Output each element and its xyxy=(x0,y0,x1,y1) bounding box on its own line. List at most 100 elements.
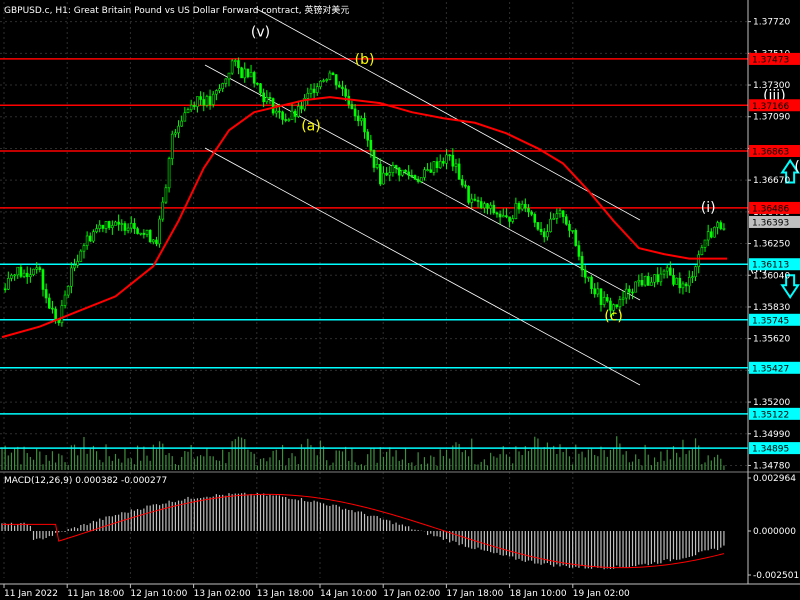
candle-body xyxy=(624,288,628,299)
candle-body xyxy=(63,294,67,306)
candle-body xyxy=(517,203,521,210)
candle-body xyxy=(473,198,477,201)
candle-body xyxy=(174,132,177,135)
support-price-tag-1: 1.35745 xyxy=(752,316,789,326)
candle-body xyxy=(722,228,726,230)
candle-body xyxy=(271,98,275,114)
resistance-price-tag-3: 1.36486 xyxy=(752,204,789,214)
candle-body xyxy=(423,169,426,178)
candle-body xyxy=(640,280,644,286)
candle-body xyxy=(193,104,196,107)
resistance-price-tag-1-bg xyxy=(749,99,800,112)
candle-body xyxy=(669,267,672,276)
channel-line-2[interactable] xyxy=(204,147,641,386)
candle-body xyxy=(653,274,656,283)
candle-body xyxy=(7,278,10,290)
y-tick-label: 1.36040 xyxy=(753,271,790,281)
candle-body xyxy=(328,72,332,80)
macd-axis-label: 0.002964 xyxy=(753,474,796,484)
candle-body xyxy=(155,239,158,245)
candle-body xyxy=(325,79,329,81)
candle-body xyxy=(678,277,682,289)
y-tick-label: 1.35200 xyxy=(753,398,790,408)
candle-body xyxy=(524,203,527,209)
resistance-price-tag-0-bg xyxy=(749,52,800,65)
candle-body xyxy=(394,165,398,169)
candle-body xyxy=(107,221,111,228)
candle-body xyxy=(429,169,433,173)
candle-body xyxy=(388,172,392,176)
candle-body xyxy=(628,288,631,293)
candle-body xyxy=(180,120,183,127)
candle-body xyxy=(413,175,417,180)
channel-line-0[interactable] xyxy=(254,7,641,221)
candle-body xyxy=(161,201,165,220)
y-tick-label: 1.37300 xyxy=(753,81,790,91)
macd-label: MACD(12,26,9) 0.000382 -0.000277 xyxy=(4,476,168,486)
horizontal-levels[interactable] xyxy=(0,58,748,449)
candle-body xyxy=(284,119,288,121)
x-tick-label: 18 Jan 10:00 xyxy=(510,589,567,599)
y-tick-label: 1.34990 xyxy=(753,430,790,440)
candle-body xyxy=(479,201,483,209)
candle-body xyxy=(719,222,723,229)
candle-body xyxy=(451,154,455,167)
candle-body xyxy=(256,82,259,85)
candle-body xyxy=(98,224,102,229)
candle-body xyxy=(13,274,16,277)
candle-body xyxy=(565,216,568,225)
candle-body xyxy=(530,211,533,215)
candle-body xyxy=(659,273,663,283)
support-price-tag-3-bg xyxy=(749,407,800,420)
candle-body xyxy=(129,223,133,229)
candle-body xyxy=(457,163,461,180)
candle-body xyxy=(612,304,615,311)
candle-body xyxy=(350,104,354,110)
trend-channel[interactable] xyxy=(204,7,641,386)
candle-body xyxy=(230,60,234,74)
channel-line-1[interactable] xyxy=(204,64,641,301)
candle-body xyxy=(189,104,193,110)
candle-body xyxy=(435,161,439,168)
y-tick-label: 1.37720 xyxy=(753,18,790,28)
candle-body xyxy=(199,96,202,100)
candle-body xyxy=(51,307,54,310)
candle-body xyxy=(152,239,155,243)
candle-body xyxy=(120,223,124,225)
candle-body xyxy=(470,198,474,203)
y-tick-label: 1.37090 xyxy=(753,113,790,123)
candle-body xyxy=(186,109,190,114)
candle-body xyxy=(38,267,42,270)
x-tick-label: 14 Jan 10:00 xyxy=(320,589,377,599)
candle-body xyxy=(555,213,559,219)
candle-body xyxy=(202,99,206,106)
candle-body xyxy=(268,96,272,99)
candle-body xyxy=(322,80,325,82)
support-price-tag-0: 1.36113 xyxy=(752,261,789,271)
candle-body xyxy=(114,221,117,226)
candle-body xyxy=(290,110,294,120)
candle-body xyxy=(489,204,492,209)
candle-body xyxy=(416,178,420,182)
candle-body xyxy=(281,111,284,120)
candle-body xyxy=(536,222,540,230)
candle-body xyxy=(691,276,694,278)
candle-body xyxy=(580,256,584,271)
candle-body xyxy=(274,110,278,114)
x-tick-label: 17 Jan 18:00 xyxy=(446,589,503,599)
support-price-tag-1-bg xyxy=(749,313,800,326)
down-arrow-icon xyxy=(780,274,800,300)
wave-label-1: (b) xyxy=(355,52,375,68)
candle-body xyxy=(646,276,650,286)
candle-body xyxy=(593,288,596,295)
candle-body xyxy=(511,218,515,222)
candle-body xyxy=(278,110,281,113)
candle-body xyxy=(432,161,436,173)
candle-body xyxy=(618,299,622,308)
candle-body xyxy=(22,272,26,277)
candle-body xyxy=(196,96,199,107)
candle-body xyxy=(539,228,543,233)
candle-body xyxy=(505,215,508,218)
